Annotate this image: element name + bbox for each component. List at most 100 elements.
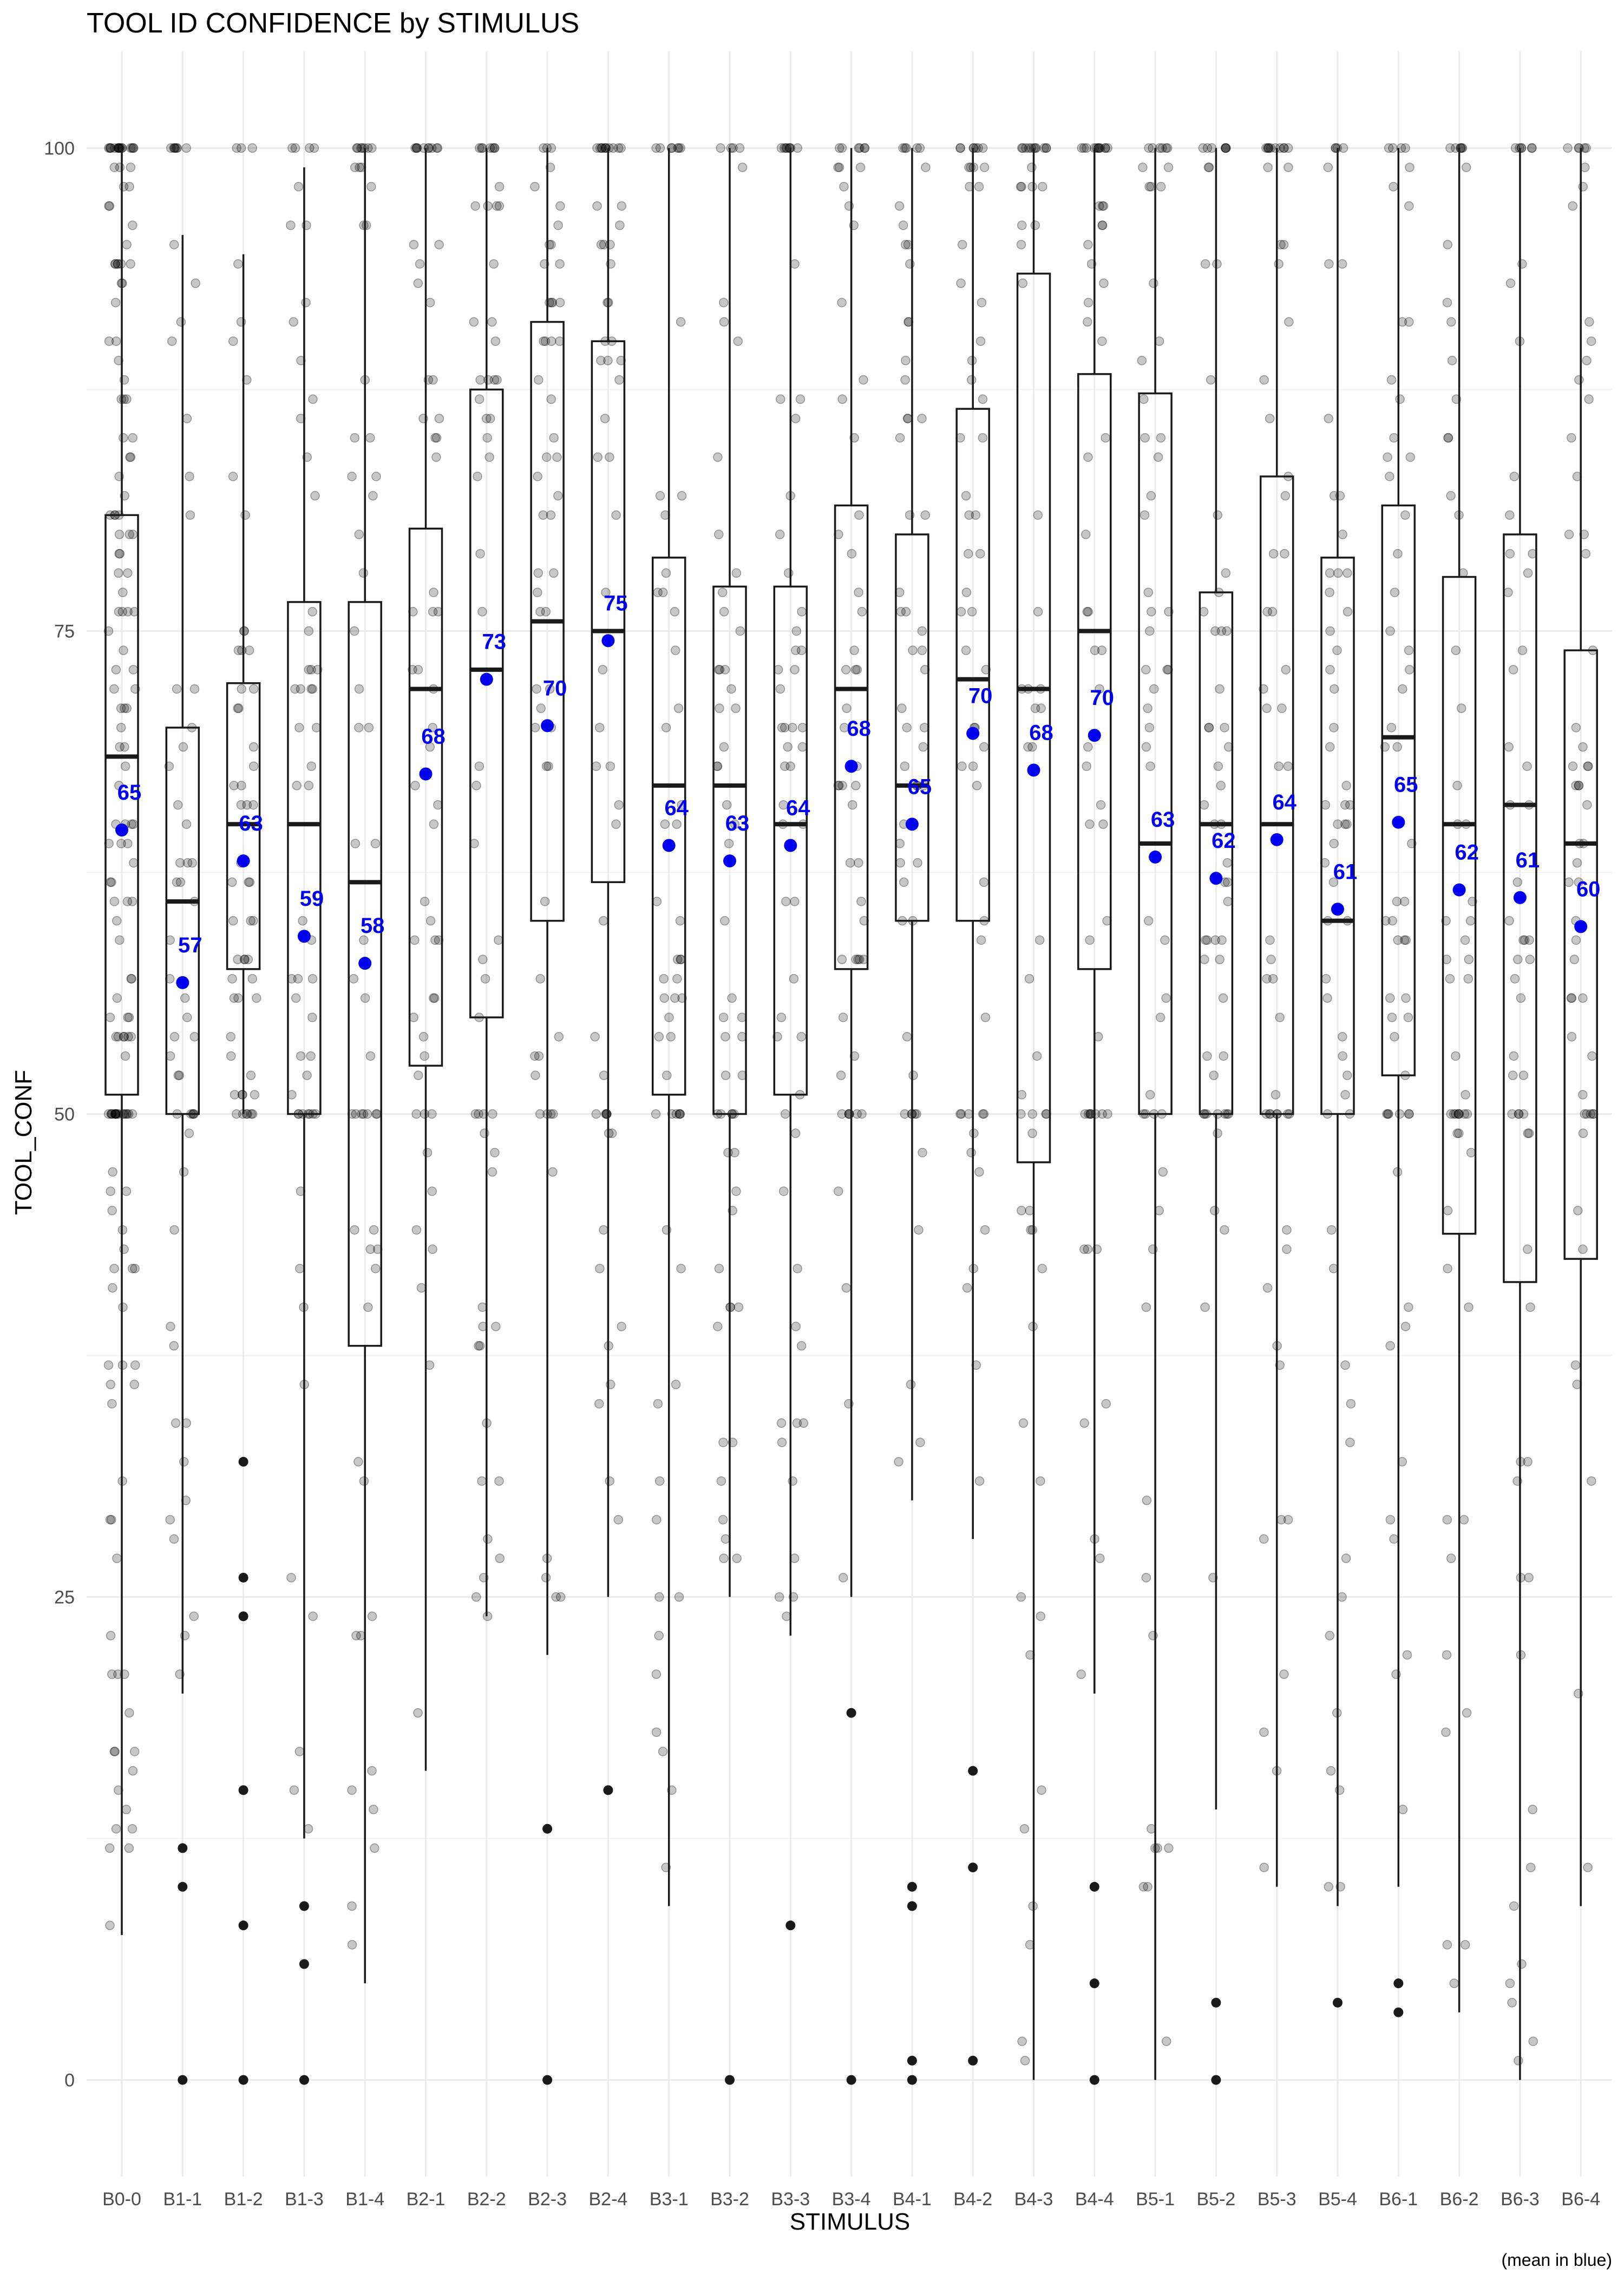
jitter-point bbox=[1567, 993, 1577, 1003]
jitter-point bbox=[354, 684, 364, 694]
jitter-point bbox=[897, 703, 907, 713]
jitter-point bbox=[1079, 1418, 1089, 1428]
jitter-point bbox=[651, 143, 661, 153]
mean-label: 68 bbox=[847, 717, 871, 741]
jitter-point bbox=[906, 1380, 916, 1389]
jitter-point bbox=[1330, 684, 1339, 694]
jitter-point bbox=[351, 1109, 361, 1119]
jitter-point bbox=[1385, 993, 1395, 1003]
jitter-point bbox=[980, 1225, 990, 1235]
jitter-point bbox=[1268, 548, 1279, 559]
outlier-point bbox=[603, 1785, 613, 1795]
jitter-point bbox=[1018, 278, 1028, 288]
jitter-point bbox=[1095, 1553, 1105, 1563]
jitter-point bbox=[362, 1109, 372, 1119]
jitter-point bbox=[1017, 1090, 1027, 1100]
jitter-point bbox=[833, 162, 843, 172]
jitter-point bbox=[430, 935, 440, 945]
jitter-point bbox=[411, 143, 421, 153]
jitter-point bbox=[291, 993, 301, 1003]
jitter-point bbox=[1027, 1128, 1037, 1138]
jitter-point bbox=[123, 568, 133, 578]
jitter-point bbox=[412, 143, 422, 153]
jitter-point bbox=[955, 143, 965, 153]
jitter-point bbox=[1080, 1109, 1090, 1119]
jitter-point bbox=[1579, 530, 1589, 539]
jitter-point bbox=[129, 1380, 139, 1389]
jitter-point bbox=[540, 897, 550, 906]
jitter-point bbox=[1284, 162, 1293, 172]
jitter-point bbox=[605, 761, 615, 771]
jitter-point bbox=[125, 182, 134, 192]
x-tick-label: B3-2 bbox=[710, 2189, 749, 2210]
jitter-point bbox=[123, 1032, 133, 1042]
jitter-point bbox=[233, 645, 244, 655]
jitter-point bbox=[431, 433, 442, 443]
jitter-point bbox=[977, 298, 987, 308]
jitter-point bbox=[230, 1090, 240, 1100]
x-tick-label: B4-1 bbox=[893, 2189, 932, 2210]
jitter-point bbox=[1404, 317, 1414, 327]
jitter-point bbox=[895, 858, 905, 868]
jitter-point bbox=[128, 1766, 138, 1776]
outlier-point bbox=[542, 2075, 553, 2085]
jitter-point bbox=[248, 916, 258, 926]
jitter-point bbox=[1393, 548, 1403, 559]
jitter-point bbox=[307, 1012, 317, 1022]
outlier-point bbox=[238, 1785, 248, 1795]
jitter-point bbox=[1404, 1109, 1414, 1119]
jitter-point bbox=[371, 1264, 381, 1273]
jitter-point bbox=[1460, 935, 1470, 945]
mean-label: 65 bbox=[117, 781, 142, 805]
jitter-point bbox=[1096, 800, 1106, 810]
mean-dot bbox=[480, 672, 493, 686]
jitter-point bbox=[611, 510, 621, 520]
jitter-point bbox=[790, 897, 800, 906]
jitter-point bbox=[1342, 819, 1352, 829]
jitter-point bbox=[1338, 530, 1347, 539]
jitter-point bbox=[720, 916, 730, 926]
jitter-point bbox=[596, 240, 606, 250]
jitter-point bbox=[661, 568, 671, 578]
x-tick-label: B2-3 bbox=[528, 2189, 567, 2210]
jitter-point bbox=[1279, 143, 1289, 153]
jitter-point bbox=[296, 684, 305, 694]
outlier-point bbox=[1089, 1978, 1099, 1989]
jitter-point bbox=[309, 143, 319, 153]
jitter-point bbox=[1209, 1206, 1220, 1216]
mean-dot bbox=[541, 719, 554, 733]
mean-dot bbox=[601, 634, 615, 648]
y-tick-label: 50 bbox=[54, 1105, 75, 1125]
jitter-point bbox=[125, 452, 135, 462]
jitter-point bbox=[1582, 800, 1592, 810]
jitter-point bbox=[541, 607, 551, 617]
jitter-point bbox=[347, 1109, 357, 1119]
jitter-point bbox=[1142, 1495, 1152, 1505]
jitter-point bbox=[1389, 1534, 1399, 1544]
jitter-point bbox=[129, 1747, 140, 1756]
jitter-point bbox=[107, 1109, 117, 1119]
jitter-point bbox=[489, 259, 499, 269]
x-axis-ticks: B0-0 B1-1 B1-2 B1-3 B1-4 B2-1 B2-2 B2-3 B2-4 B3-1… bbox=[102, 2189, 1600, 2210]
jitter-point bbox=[1103, 1109, 1112, 1119]
jitter-point bbox=[1263, 143, 1274, 153]
jitter-point bbox=[304, 665, 314, 675]
jitter-point bbox=[1326, 1766, 1336, 1776]
jitter-point bbox=[836, 1070, 846, 1080]
jitter-point bbox=[894, 201, 905, 211]
jitter-point bbox=[655, 143, 665, 153]
jitter-point bbox=[902, 723, 912, 733]
mean-label: 64 bbox=[664, 796, 689, 820]
jitter-point bbox=[592, 143, 602, 153]
jitter-point bbox=[480, 1128, 489, 1138]
jitter-point bbox=[540, 336, 551, 346]
chart-caption: (mean in blue) bbox=[1501, 2250, 1612, 2270]
jitter-point bbox=[228, 336, 238, 346]
jitter-point bbox=[126, 973, 136, 984]
jitter-point bbox=[114, 1109, 123, 1119]
jitter-point bbox=[1275, 143, 1285, 153]
jitter-point bbox=[287, 143, 297, 153]
jitter-point bbox=[798, 1418, 809, 1428]
jitter-point bbox=[227, 973, 237, 984]
